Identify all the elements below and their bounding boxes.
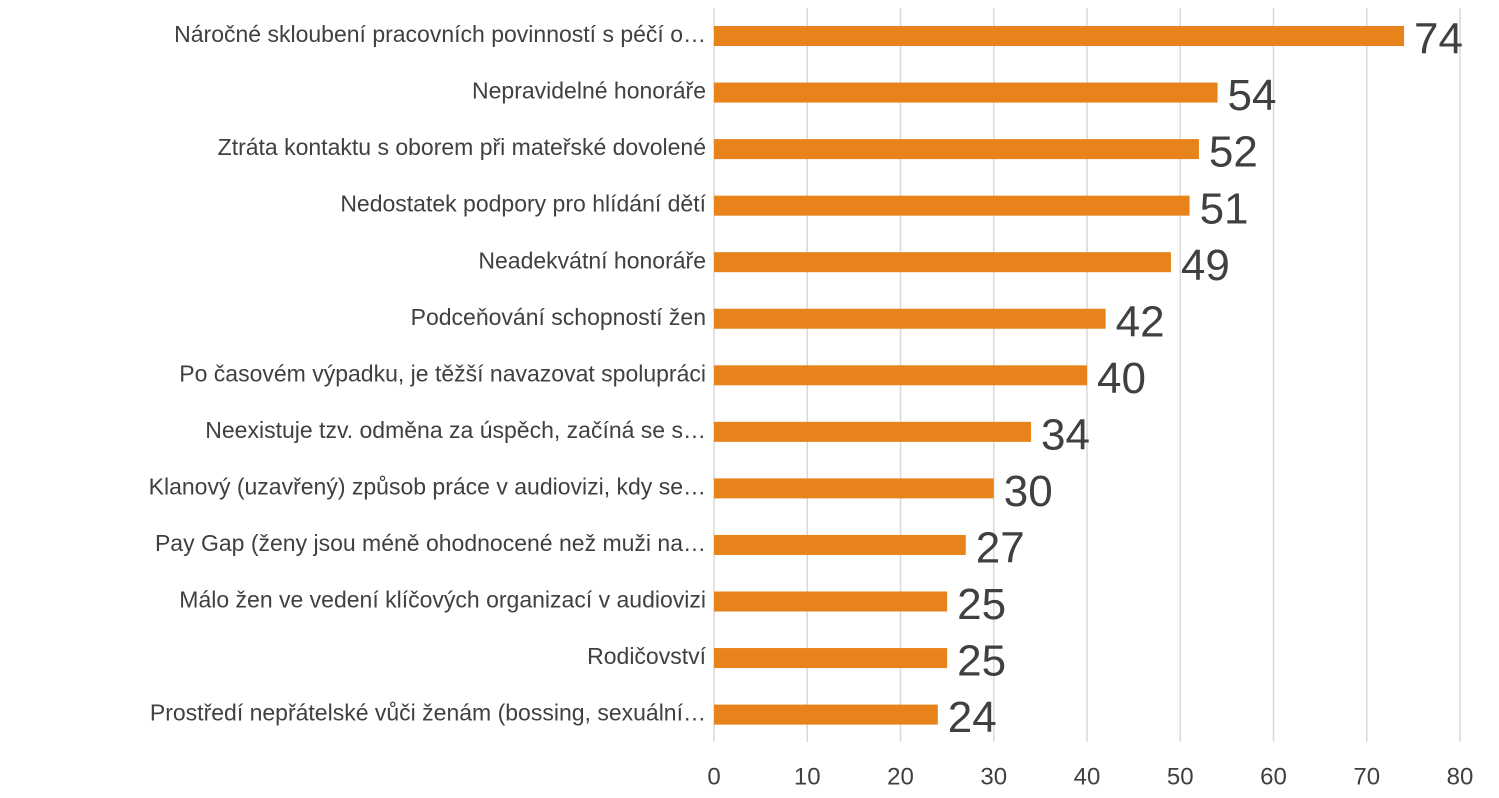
y-tick-label: Ztráta kontaktu s oborem při mateřské do…: [218, 134, 706, 160]
data-label: 30: [1004, 467, 1053, 516]
bar: [714, 195, 1190, 216]
bar: [714, 704, 938, 725]
y-tick-label: Málo žen ve vedení klíčových organizací …: [179, 587, 706, 613]
data-label: 74: [1414, 15, 1463, 64]
bar: [714, 591, 948, 612]
data-label: 54: [1228, 71, 1277, 120]
bar: [714, 648, 948, 669]
x-tick-label: 20: [887, 763, 914, 790]
data-label: 34: [1041, 410, 1090, 459]
data-label: 51: [1200, 184, 1249, 233]
data-label: 40: [1097, 354, 1146, 403]
x-tick-label: 40: [1074, 763, 1101, 790]
y-tick-label: Náročné skloubení pracovních povinností …: [174, 21, 706, 47]
data-label: 52: [1209, 128, 1258, 177]
y-tick-label: Pay Gap (ženy jsou méně ohodnocené než m…: [155, 530, 706, 556]
bar: [714, 478, 994, 499]
y-tick-label: Klanový (uzavřený) způsob práce v audiov…: [149, 473, 706, 499]
x-tick-label: 60: [1260, 763, 1287, 790]
bar: [714, 82, 1218, 103]
y-tick-label: Rodičovství: [587, 643, 706, 669]
bar: [714, 421, 1032, 442]
x-tick-label: 70: [1353, 763, 1380, 790]
y-tick-label: Nedostatek podpory pro hlídání dětí: [340, 191, 706, 217]
data-label: 25: [957, 637, 1006, 686]
bar: [714, 26, 1405, 46]
data-label: 49: [1181, 241, 1230, 290]
data-label: 24: [948, 693, 997, 742]
data-label: 27: [976, 524, 1025, 573]
y-tick-label: Prostředí nepřátelské vůči ženám (bossin…: [150, 700, 706, 726]
bar: [714, 534, 966, 555]
y-tick-label: Nepravidelné honoráře: [472, 78, 706, 104]
y-tick-label: Podceňování schopností žen: [411, 304, 706, 330]
data-label: 42: [1116, 297, 1165, 346]
data-label: 25: [957, 580, 1006, 629]
bar: [714, 308, 1106, 329]
x-tick-label: 30: [980, 763, 1007, 790]
bar: [714, 365, 1087, 386]
bar: [714, 139, 1199, 160]
y-tick-label: Neadekvátní honoráře: [478, 247, 706, 273]
x-tick-label: 0: [707, 763, 720, 790]
x-tick-label: 80: [1447, 763, 1474, 790]
y-tick-label: Po časovém výpadku, je těžší navazovat s…: [179, 360, 706, 386]
x-tick-label: 10: [794, 763, 821, 790]
x-tick-label: 50: [1167, 763, 1194, 790]
y-tick-label: Neexistuje tzv. odměna za úspěch, začíná…: [205, 417, 706, 443]
bar: [714, 252, 1171, 273]
